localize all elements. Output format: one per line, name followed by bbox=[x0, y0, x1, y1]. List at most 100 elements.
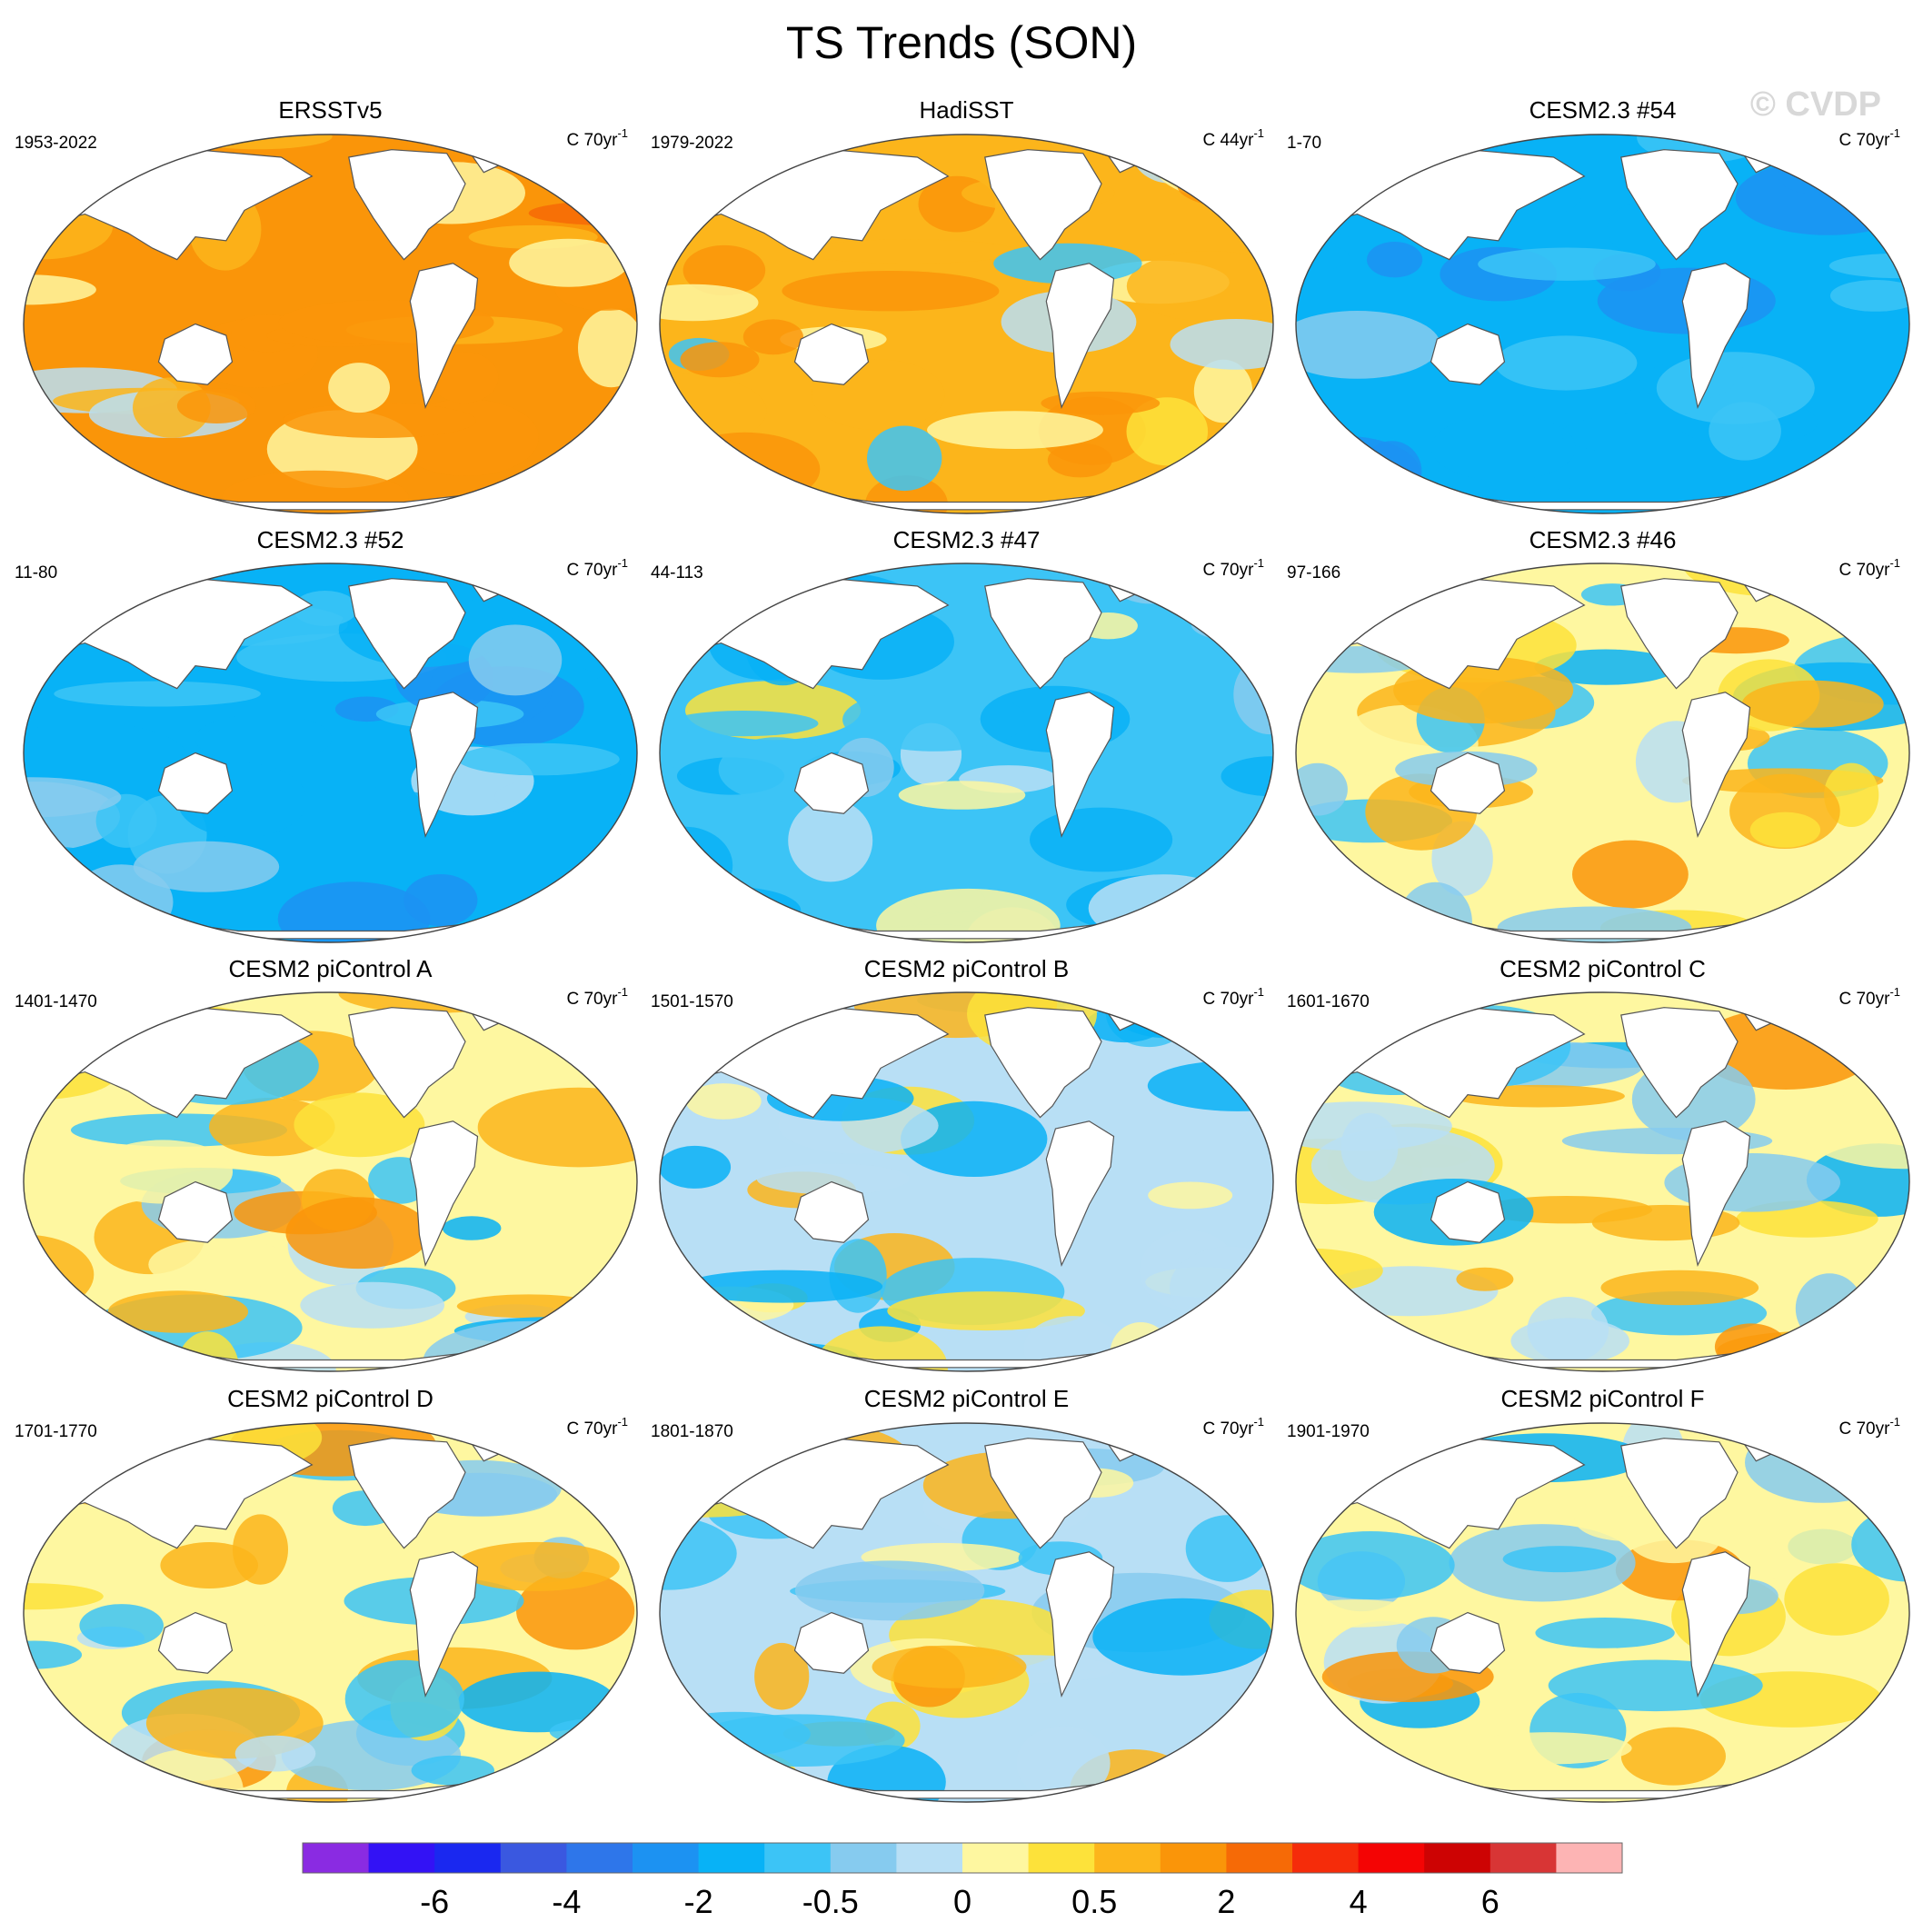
colorbar-swatch bbox=[303, 1843, 370, 1873]
trend-blob bbox=[1726, 921, 1909, 942]
panel-title: CESM2 piControl B bbox=[864, 955, 1069, 982]
land-south-america bbox=[1045, 1120, 1115, 1268]
trend-blob bbox=[79, 1604, 164, 1648]
colorbar-swatch bbox=[1028, 1843, 1095, 1873]
trend-blob bbox=[31, 469, 98, 513]
units-exponent: -1 bbox=[617, 1415, 628, 1429]
colorbar-swatch bbox=[368, 1843, 435, 1873]
units-text: C 70yr bbox=[566, 561, 618, 580]
trend-blob bbox=[1126, 251, 1273, 322]
colorbar-tick-label: -2 bbox=[684, 1883, 713, 1920]
colorbar-swatch bbox=[1556, 1843, 1623, 1873]
trend-blob bbox=[107, 1290, 249, 1333]
units-exponent: -1 bbox=[1253, 985, 1264, 999]
trend-blob bbox=[1041, 391, 1161, 415]
period-label: 1953-2022 bbox=[15, 134, 97, 153]
trend-blob bbox=[442, 1216, 502, 1240]
map-panel: CESM2.3 #52 11-80 C 70yr-1 bbox=[15, 526, 638, 943]
trend-blob bbox=[578, 308, 637, 388]
map-border bbox=[1295, 134, 1910, 514]
land-australia bbox=[793, 1180, 870, 1243]
trend-blob bbox=[234, 1735, 316, 1772]
units-label: C 70yr-1 bbox=[566, 1415, 628, 1439]
period-label: 1501-1570 bbox=[651, 992, 733, 1011]
trend-blob bbox=[458, 1671, 616, 1733]
units-exponent: -1 bbox=[617, 985, 628, 999]
colorbar-tick-label: 6 bbox=[1481, 1883, 1500, 1920]
units-text: C 70yr bbox=[1202, 1419, 1254, 1439]
land-south-america bbox=[1681, 263, 1751, 410]
trend-blob bbox=[1296, 311, 1440, 379]
trend-blob bbox=[529, 1336, 637, 1371]
trend-blob bbox=[1092, 1598, 1273, 1676]
trend-blob bbox=[867, 425, 942, 492]
colorbar-swatch bbox=[896, 1843, 963, 1873]
trend-blob bbox=[1535, 1618, 1675, 1648]
trend-blob bbox=[876, 888, 1061, 942]
units-text: C 70yr bbox=[566, 1419, 618, 1439]
trend-blob bbox=[1088, 874, 1239, 942]
trend-blob bbox=[1296, 1599, 1423, 1628]
trend-blob bbox=[1591, 1291, 1768, 1336]
colorbar-tick-label: 2 bbox=[1217, 1883, 1235, 1920]
trend-field bbox=[24, 134, 637, 513]
units-exponent: -1 bbox=[1253, 126, 1264, 140]
units-exponent: -1 bbox=[1253, 556, 1264, 570]
land-south-america bbox=[409, 692, 479, 839]
trend-blob bbox=[1296, 762, 1348, 816]
land-north-america bbox=[1620, 578, 1739, 690]
trend-blob bbox=[1398, 881, 1472, 942]
units-text: C 44yr bbox=[1202, 131, 1254, 150]
trend-blob bbox=[1868, 1746, 1909, 1778]
trend-blob bbox=[222, 470, 409, 513]
panel-title: CESM2 piControl D bbox=[227, 1385, 433, 1412]
trend-blob bbox=[1430, 414, 1576, 482]
units-label: C 70yr-1 bbox=[566, 985, 628, 1009]
land-south-america bbox=[1681, 692, 1751, 839]
colorbar-swatch bbox=[1226, 1843, 1293, 1873]
trend-blob bbox=[253, 1620, 372, 1644]
trend-blob bbox=[24, 1640, 83, 1669]
units-label: C 70yr-1 bbox=[1838, 556, 1900, 580]
panel-title: CESM2.3 #47 bbox=[893, 526, 1041, 553]
trend-blob bbox=[1047, 443, 1112, 478]
trend-blob bbox=[872, 1645, 1027, 1688]
land-north-america bbox=[984, 578, 1102, 690]
period-label: 11-80 bbox=[15, 563, 57, 583]
trend-blob bbox=[456, 1294, 601, 1319]
land-australia bbox=[157, 752, 234, 814]
units-label: C 70yr-1 bbox=[566, 556, 628, 580]
map-border bbox=[659, 991, 1274, 1372]
land-north-america bbox=[348, 578, 466, 690]
trend-blob bbox=[176, 388, 256, 423]
trend-blob bbox=[516, 1571, 635, 1650]
land-south-america bbox=[1681, 1551, 1751, 1698]
trend-blob bbox=[1749, 812, 1821, 848]
map-panel: CESM2 piControl C 1601-1670 C 70yr-1 bbox=[1287, 955, 1910, 1372]
trend-blob bbox=[1296, 1248, 1383, 1293]
trend-blob bbox=[95, 793, 157, 848]
period-label: 97-166 bbox=[1287, 563, 1340, 583]
land-australia bbox=[157, 1611, 234, 1674]
map-border bbox=[1295, 563, 1910, 943]
trend-blob bbox=[680, 342, 760, 378]
units-text: C 70yr bbox=[1202, 561, 1254, 580]
trend-blob bbox=[292, 591, 358, 626]
map-panel: CESM2.3 #46 97-166 C 70yr-1 bbox=[1287, 526, 1910, 943]
trend-blob bbox=[782, 271, 1000, 312]
trend-blob bbox=[660, 826, 733, 905]
trend-blob bbox=[300, 1281, 445, 1329]
trend-blob bbox=[1572, 840, 1689, 909]
land-australia bbox=[157, 323, 234, 385]
land-north-america bbox=[984, 1007, 1102, 1119]
map-panel: ERSSTv5 1953-2022 C 70yr-1 bbox=[15, 96, 638, 514]
trend-blob bbox=[1296, 1774, 1442, 1800]
trend-blob bbox=[1600, 1270, 1759, 1306]
trend-blob bbox=[927, 411, 1103, 449]
units-exponent: -1 bbox=[1889, 985, 1900, 999]
land-north-america bbox=[1620, 1007, 1739, 1119]
map-border bbox=[23, 134, 638, 514]
map-border bbox=[1295, 1422, 1910, 1803]
units-label: C 70yr-1 bbox=[1202, 985, 1264, 1009]
map-border bbox=[23, 1422, 638, 1803]
